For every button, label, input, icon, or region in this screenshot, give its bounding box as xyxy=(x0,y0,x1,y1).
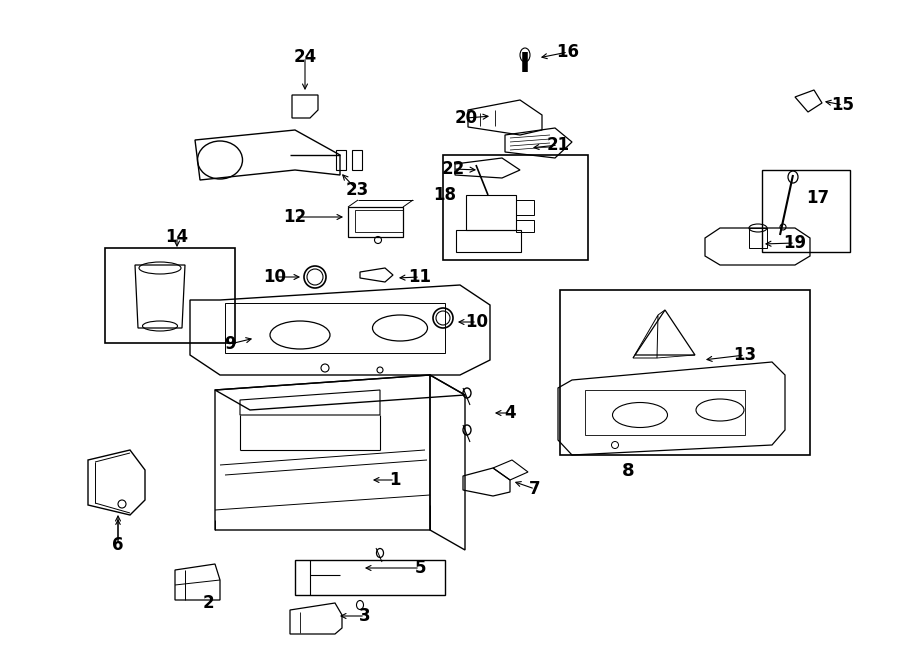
Bar xyxy=(516,220,534,232)
Bar xyxy=(295,560,445,595)
Text: 17: 17 xyxy=(806,189,830,207)
Bar xyxy=(560,290,810,455)
Text: 21: 21 xyxy=(546,136,570,154)
Bar xyxy=(456,230,521,252)
Text: 16: 16 xyxy=(556,43,580,61)
Text: 19: 19 xyxy=(783,234,806,252)
Text: 14: 14 xyxy=(166,228,189,246)
Text: 20: 20 xyxy=(454,109,478,127)
Bar xyxy=(355,210,403,232)
Bar xyxy=(225,303,445,353)
Bar xyxy=(585,390,745,435)
Text: 1: 1 xyxy=(389,471,400,489)
Text: 11: 11 xyxy=(409,268,431,286)
Text: 23: 23 xyxy=(346,181,369,199)
Bar xyxy=(762,170,850,252)
Text: 24: 24 xyxy=(293,48,317,66)
Bar xyxy=(443,155,588,260)
Bar xyxy=(348,207,403,237)
Text: 7: 7 xyxy=(529,480,541,498)
Text: 10: 10 xyxy=(465,313,489,331)
Text: 10: 10 xyxy=(264,268,286,286)
Text: 9: 9 xyxy=(224,335,236,353)
Bar xyxy=(749,228,767,248)
Text: 4: 4 xyxy=(504,404,516,422)
Text: 13: 13 xyxy=(734,346,757,364)
Bar xyxy=(516,200,534,215)
Text: 2: 2 xyxy=(202,594,214,612)
Bar xyxy=(336,150,346,170)
Bar xyxy=(352,150,362,170)
Text: 22: 22 xyxy=(441,160,464,178)
Text: 18: 18 xyxy=(434,186,456,204)
Bar xyxy=(466,195,516,230)
Text: 8: 8 xyxy=(622,462,634,480)
Text: 12: 12 xyxy=(284,208,307,226)
Text: 6: 6 xyxy=(112,536,124,554)
Text: 3: 3 xyxy=(359,607,371,625)
Text: 15: 15 xyxy=(832,96,854,114)
Bar xyxy=(105,248,235,343)
Text: 5: 5 xyxy=(414,559,426,577)
